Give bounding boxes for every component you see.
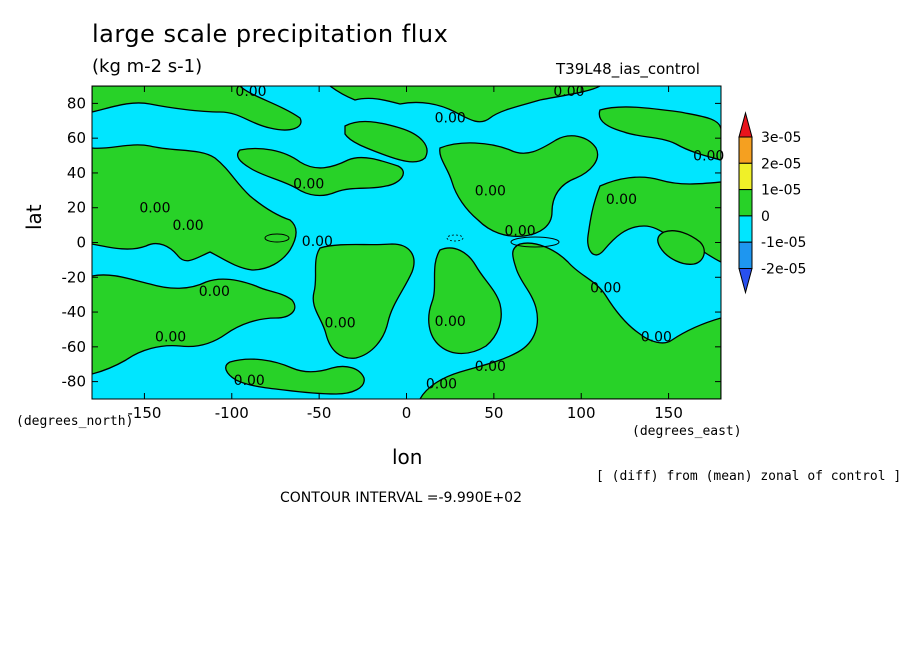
contour-label: 0.00 — [504, 223, 535, 239]
x-unit-label: (degrees_east) — [632, 424, 742, 439]
contour-label: 0.00 — [235, 84, 266, 100]
colorbar-label: 0 — [761, 209, 770, 225]
contour-label: 0.00 — [293, 176, 324, 192]
positive-region — [439, 135, 599, 238]
chart-title: large scale precipitation flux — [92, 20, 449, 48]
run-label: T39L48_ias_control — [556, 60, 700, 78]
contour-label: 0.00 — [693, 149, 724, 165]
contour-label: 0.00 — [606, 192, 637, 208]
colorbar-segment — [738, 189, 753, 217]
positive-region — [428, 247, 502, 355]
x-tick-label: 100 — [567, 404, 596, 422]
colorbar-segment — [738, 241, 753, 269]
contour-label: 0.00 — [435, 110, 466, 126]
x-tick-label: 0 — [402, 404, 412, 422]
contour-interval: CONTOUR INTERVAL =-9.990E+02 — [280, 490, 522, 506]
colorbar-label: 2e-05 — [761, 156, 801, 172]
colorbar-label: 3e-05 — [761, 130, 801, 146]
small-contour — [264, 233, 290, 243]
positive-region — [328, 86, 602, 123]
x-tick-label: -100 — [215, 404, 249, 422]
contour-label: 0.00 — [426, 376, 457, 392]
y-tick-label: 20 — [67, 199, 86, 217]
y-axis: 80 60 40 20 0 -20 -40 -60 -80 — [62, 94, 721, 391]
contour-label: 0.00 — [475, 183, 506, 199]
x-axis: -150 -100 -50 0 50 100 150 — [127, 86, 683, 422]
contour-label: 0.00 — [641, 329, 672, 345]
colorbar-label: 1e-05 — [761, 183, 801, 199]
colorbar-label: -2e-05 — [761, 262, 806, 278]
contour-label: 0.00 — [155, 329, 186, 345]
positive-region — [312, 243, 415, 359]
contour-labels: 0.000.000.000.000.000.000.000.000.000.00… — [139, 84, 724, 392]
x-tick-label: 50 — [484, 404, 503, 422]
footnote: [ (diff) from (mean) zonal of control ] — [596, 469, 902, 484]
y-tick-label: -20 — [62, 268, 87, 286]
y-tick-label: 0 — [76, 234, 86, 252]
contour-label: 0.00 — [553, 84, 584, 100]
x-tick-label: -150 — [127, 404, 161, 422]
y-tick-label: -80 — [62, 373, 87, 391]
colorbar-segment — [738, 136, 753, 164]
colorbar-segment — [738, 268, 753, 295]
y-tick-label: 60 — [67, 129, 86, 147]
colorbar-label: -1e-05 — [761, 235, 806, 251]
colorbar: 3e-05 2e-05 1e-05 0 -1e-05 -2e-05 — [738, 111, 806, 295]
y-tick-label: -40 — [62, 303, 87, 321]
contour-label: 0.00 — [234, 373, 265, 389]
contour-label: 0.00 — [325, 315, 356, 331]
field-layer — [92, 86, 721, 399]
contour-label: 0.00 — [475, 359, 506, 375]
contour-label: 0.00 — [199, 284, 230, 300]
positive-region — [657, 230, 705, 265]
positive-region — [225, 358, 365, 395]
positive-region — [236, 147, 404, 197]
colorbar-segment — [738, 162, 753, 191]
contour-label: 0.00 — [302, 234, 333, 250]
x-tick-label: -50 — [307, 404, 332, 422]
y-tick-label: 40 — [67, 164, 86, 182]
y-tick-label: 80 — [67, 94, 86, 112]
small-contour — [446, 234, 464, 242]
positive-region — [344, 120, 428, 163]
positive-region — [92, 86, 302, 131]
y-tick-label: -60 — [62, 338, 87, 356]
contour-label: 0.00 — [173, 218, 204, 234]
contour-label: 0.00 — [435, 314, 466, 330]
x-tick-label: 150 — [654, 404, 683, 422]
small-contour — [510, 236, 560, 248]
contour-label: 0.00 — [590, 281, 621, 297]
colorbar-segment — [738, 215, 753, 243]
positive-region — [92, 274, 296, 375]
positive-region — [598, 106, 721, 161]
colorbar-segment — [738, 111, 753, 138]
y-unit-label: (degrees_north) — [16, 414, 134, 429]
x-axis-label: lon — [392, 445, 423, 469]
positive-region — [92, 144, 297, 271]
positive-region — [419, 242, 721, 399]
y-axis-label: lat — [22, 204, 46, 230]
chart-units: (kg m-2 s-1) — [92, 56, 203, 77]
contour-label: 0.00 — [139, 201, 170, 217]
